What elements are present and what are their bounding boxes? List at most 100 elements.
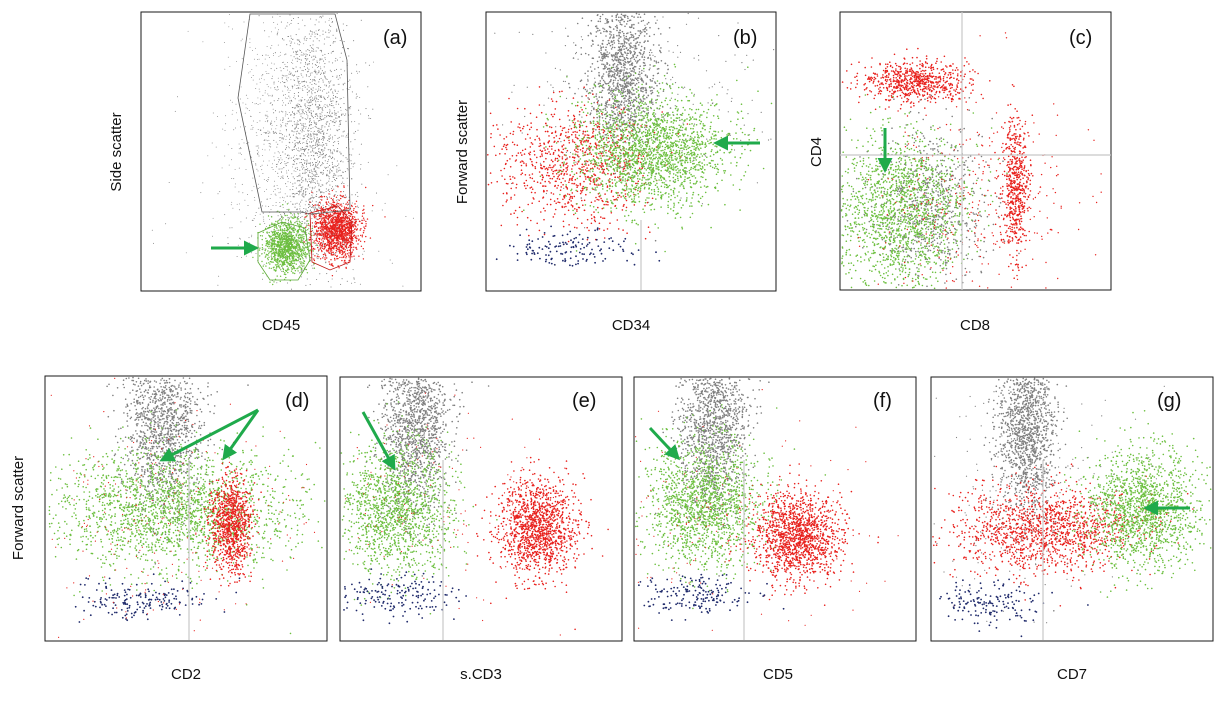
data-point [250,252,252,254]
data-point [323,215,325,217]
data-point [222,128,224,130]
data-point [285,238,287,240]
data-point [287,120,289,122]
data-point [351,252,353,254]
data-point [298,132,300,134]
data-point [343,96,345,98]
data-point [291,106,293,109]
data-point [316,218,318,220]
data-point [334,219,336,221]
data-point [299,175,301,177]
data-point [248,242,250,244]
data-point [311,171,313,173]
data-point [252,120,254,122]
data-point [306,278,308,280]
data-point [266,188,268,190]
data-point [352,224,354,226]
data-point [319,151,321,153]
data-point [324,210,326,212]
data-point [290,99,293,101]
data-point [311,206,313,208]
data-point [318,70,320,72]
data-point [328,180,330,182]
data-point [262,74,264,76]
data-point [276,282,278,284]
data-point [279,202,281,204]
data-point [314,181,316,184]
data-point [309,105,311,107]
data-point [326,221,328,223]
data-point [294,272,296,275]
data-point [332,201,334,204]
data-point [336,201,338,203]
data-point [295,105,297,107]
data-point [251,234,253,236]
data-point [333,229,335,232]
data-point [335,185,337,187]
data-point [360,234,362,237]
data-point [330,218,333,220]
data-point [303,53,305,55]
data-point [362,248,364,250]
data-point [295,52,297,54]
data-point [323,247,326,249]
data-point [336,76,338,78]
data-point [275,132,278,134]
data-point [323,72,325,74]
data-point [372,108,374,110]
data-point [305,180,307,182]
data-point [296,130,298,132]
data-point [290,73,292,75]
data-point [319,258,322,260]
data-point [245,94,247,96]
data-point [343,262,345,264]
data-point [321,199,323,201]
data-point [325,232,327,235]
data-point [295,107,297,109]
data-point [328,138,330,140]
data-point [333,41,335,43]
data-point [315,216,317,218]
data-point [338,267,340,269]
data-point [339,77,341,79]
data-point [333,209,335,211]
data-point [335,120,337,122]
data-point [346,177,348,179]
data-point [279,51,281,53]
data-point [308,232,310,235]
data-point [314,152,316,155]
data-point [324,84,326,86]
data-point [329,103,331,105]
data-point [341,241,343,243]
data-point [331,20,334,23]
data-point [277,254,279,256]
data-point [310,95,312,97]
data-point [332,62,334,64]
data-point [306,159,308,161]
data-point [328,61,330,63]
data-point [322,224,324,226]
data-point [285,110,287,112]
data-point [279,267,281,269]
data-point [299,213,301,214]
data-point [328,215,331,217]
data-point [637,59,639,62]
data-point [319,106,321,108]
data-point [292,67,294,69]
data-point [310,31,312,32]
data-point [336,129,338,131]
data-point [299,248,301,251]
data-point [327,97,329,99]
data-point [305,190,307,193]
data-point [316,180,318,182]
data-point [348,252,350,254]
data-point [295,34,297,36]
data-point [291,255,294,258]
data-point [292,134,294,136]
data-point [305,253,307,255]
data-point [302,246,304,249]
data-point [266,110,268,112]
data-point [317,115,319,117]
data-point [290,222,292,224]
data-point [324,234,326,236]
